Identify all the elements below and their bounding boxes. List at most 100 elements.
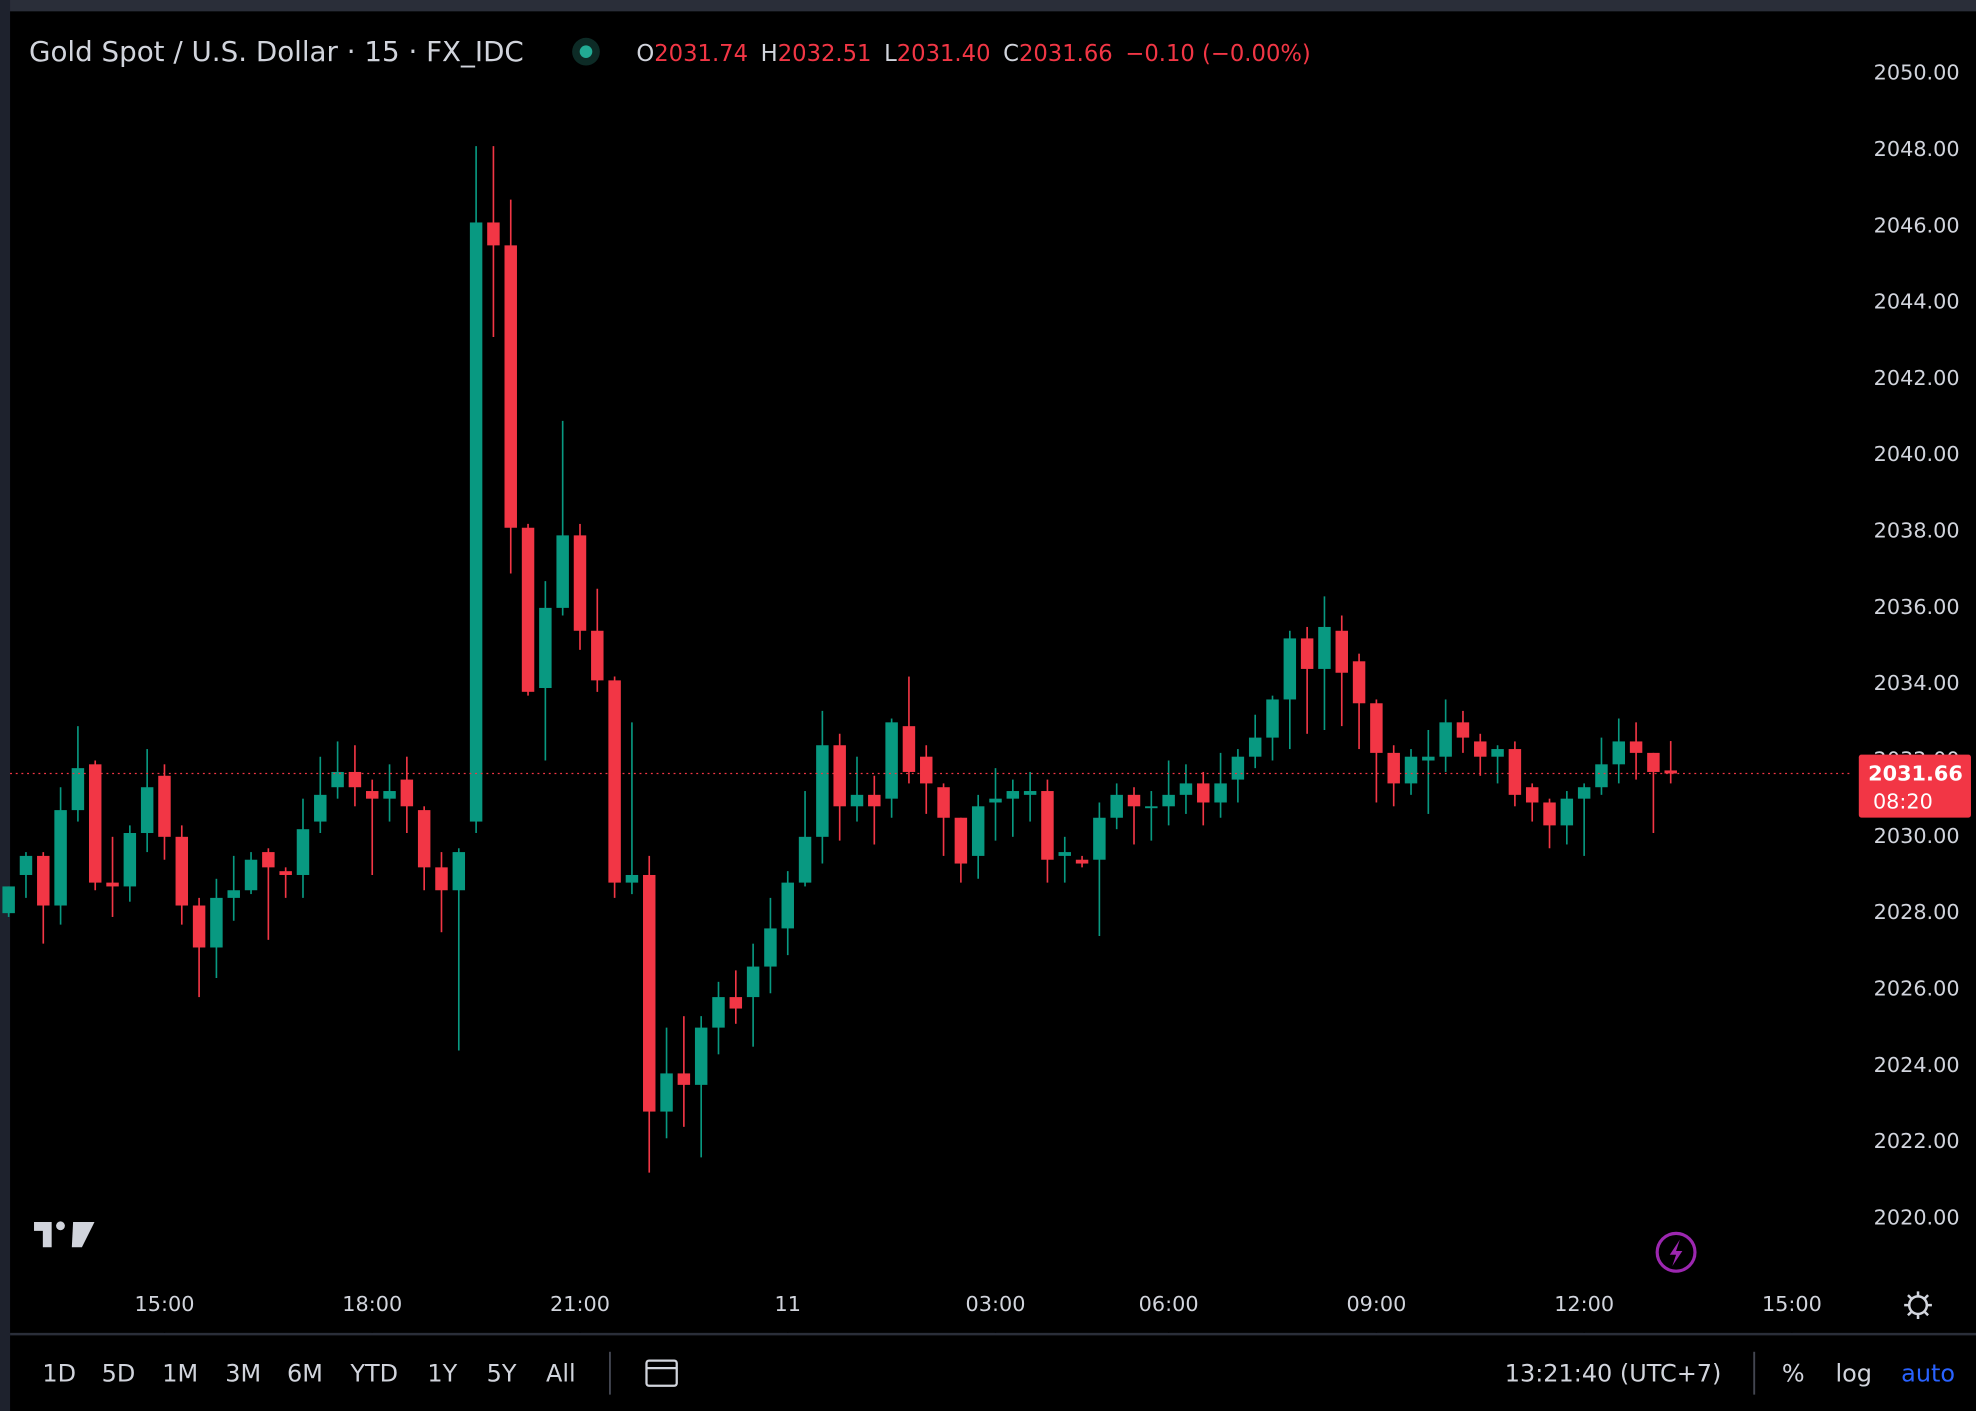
candle-body xyxy=(417,810,431,868)
candle-body xyxy=(314,794,327,822)
candle-body xyxy=(279,871,292,875)
candle-body xyxy=(106,882,119,887)
candle-body xyxy=(971,806,985,856)
candle-body xyxy=(1595,764,1608,788)
candle-body xyxy=(192,905,206,948)
candle-body xyxy=(175,836,189,906)
y-tick-label: 2020.00 xyxy=(1874,1205,1960,1229)
range-button[interactable]: 1M xyxy=(162,1359,198,1387)
y-tick-label: 2036.00 xyxy=(1874,595,1960,619)
candle-body xyxy=(365,791,379,799)
candle-body xyxy=(487,222,500,246)
log-toggle[interactable]: log xyxy=(1836,1359,1873,1387)
range-button[interactable]: 1Y xyxy=(427,1359,457,1387)
tradingview-logo xyxy=(34,1221,95,1248)
candle-body xyxy=(88,764,102,883)
candle-body xyxy=(573,535,587,631)
candle-body xyxy=(850,794,864,807)
ohlc-label: H xyxy=(761,41,778,67)
candle-body xyxy=(1058,852,1071,856)
ohlc-label: O xyxy=(636,41,654,67)
candle-body xyxy=(504,245,517,528)
candle-body xyxy=(521,527,535,692)
candle-body xyxy=(1474,741,1487,757)
x-tick-label: 03:00 xyxy=(966,1292,1026,1316)
x-tick-label: 09:00 xyxy=(1346,1292,1406,1316)
y-tick-label: 2042.00 xyxy=(1874,366,1960,390)
candle-body xyxy=(1214,783,1227,803)
candle-body xyxy=(140,787,154,834)
candle-body xyxy=(1006,791,1020,799)
ohlc-value: 2031.74 xyxy=(654,41,748,67)
range-button[interactable]: 1D xyxy=(42,1359,76,1387)
goto-date-button[interactable] xyxy=(645,1359,678,1387)
candle-body xyxy=(2,886,15,914)
y-tick-label: 2050.00 xyxy=(1874,61,1960,85)
percent-toggle[interactable]: % xyxy=(1782,1359,1805,1387)
auto-toggle[interactable]: auto xyxy=(1901,1359,1955,1387)
chart-title: Gold Spot / U.S. Dollar · 15 · FX_IDC xyxy=(29,35,524,68)
candle-body xyxy=(1370,703,1383,753)
ohlc-label: L xyxy=(884,41,897,67)
candle-body xyxy=(1543,802,1556,826)
candle-body xyxy=(539,607,552,689)
candle-body xyxy=(227,890,240,898)
candle-body xyxy=(1283,638,1297,700)
range-button[interactable]: 5D xyxy=(102,1359,136,1387)
bottom-toolbar: 13:21:40 (UTC+7) % log auto 1D 5D 1M 3M 6M YT… xyxy=(42,1351,1955,1395)
candle-body xyxy=(1231,756,1245,780)
y-tick-label: 2030.00 xyxy=(1874,824,1960,848)
candle-body xyxy=(746,966,760,998)
candle-body xyxy=(1318,626,1331,669)
candle-body xyxy=(262,852,275,868)
status-dot xyxy=(579,45,593,58)
range-button[interactable]: YTD xyxy=(349,1359,398,1387)
x-tick-label: 18:00 xyxy=(342,1292,402,1316)
candle-body xyxy=(1387,752,1400,784)
candle-body xyxy=(1577,787,1591,799)
ohlc-change: −0.10 (−0.00%) xyxy=(1125,41,1310,67)
gear-teeth xyxy=(1904,1291,1932,1320)
candle-body xyxy=(1300,638,1314,669)
lightning-ring xyxy=(1655,1231,1697,1273)
candle-body xyxy=(1248,737,1262,757)
candle-body xyxy=(158,775,171,837)
candle-body xyxy=(1612,741,1626,765)
x-tick-label: 15:00 xyxy=(1762,1292,1822,1316)
candle-body xyxy=(1422,756,1435,761)
candle-body xyxy=(556,535,569,608)
candle-body xyxy=(902,726,916,772)
clock: 13:21:40 (UTC+7) xyxy=(1505,1359,1722,1387)
candle-body xyxy=(694,1027,708,1085)
candle-body xyxy=(1491,749,1504,757)
ohlc-legend: O2031.74 H2032.51 L2031.40 C2031.66 −0.10 (−… xyxy=(636,41,1310,67)
range-button[interactable]: 3M xyxy=(225,1359,261,1387)
lightning-button[interactable] xyxy=(1655,1231,1697,1273)
x-tick-label: 15:00 xyxy=(135,1292,195,1316)
range-button[interactable]: 6M xyxy=(287,1359,323,1387)
candle-body xyxy=(1041,791,1054,860)
last-price-tag xyxy=(1858,754,1971,818)
candle-body xyxy=(1439,722,1452,757)
candle-body xyxy=(400,779,414,807)
candle-body xyxy=(954,817,968,864)
settings-button[interactable] xyxy=(1904,1291,1932,1320)
candle-body xyxy=(123,833,137,887)
y-tick-label: 2040.00 xyxy=(1874,442,1960,466)
candle-body xyxy=(1560,798,1574,826)
countdown-label: 08:20 xyxy=(1873,789,1933,813)
y-tick-label: 2044.00 xyxy=(1874,290,1960,314)
y-tick-label: 2024.00 xyxy=(1874,1053,1960,1077)
x-tick-label: 11 xyxy=(775,1292,801,1316)
candle-body xyxy=(1075,859,1089,864)
candle-body xyxy=(591,630,604,681)
ohlc-value: 2031.66 xyxy=(1019,41,1113,67)
candle-body xyxy=(937,787,950,818)
candle-body xyxy=(1352,661,1366,704)
candle-body xyxy=(781,882,794,929)
range-button[interactable]: All xyxy=(546,1359,576,1387)
logo-part xyxy=(71,1222,95,1248)
range-button[interactable]: 5Y xyxy=(487,1359,517,1387)
candle-body xyxy=(37,855,50,906)
candle-body xyxy=(712,997,725,1028)
